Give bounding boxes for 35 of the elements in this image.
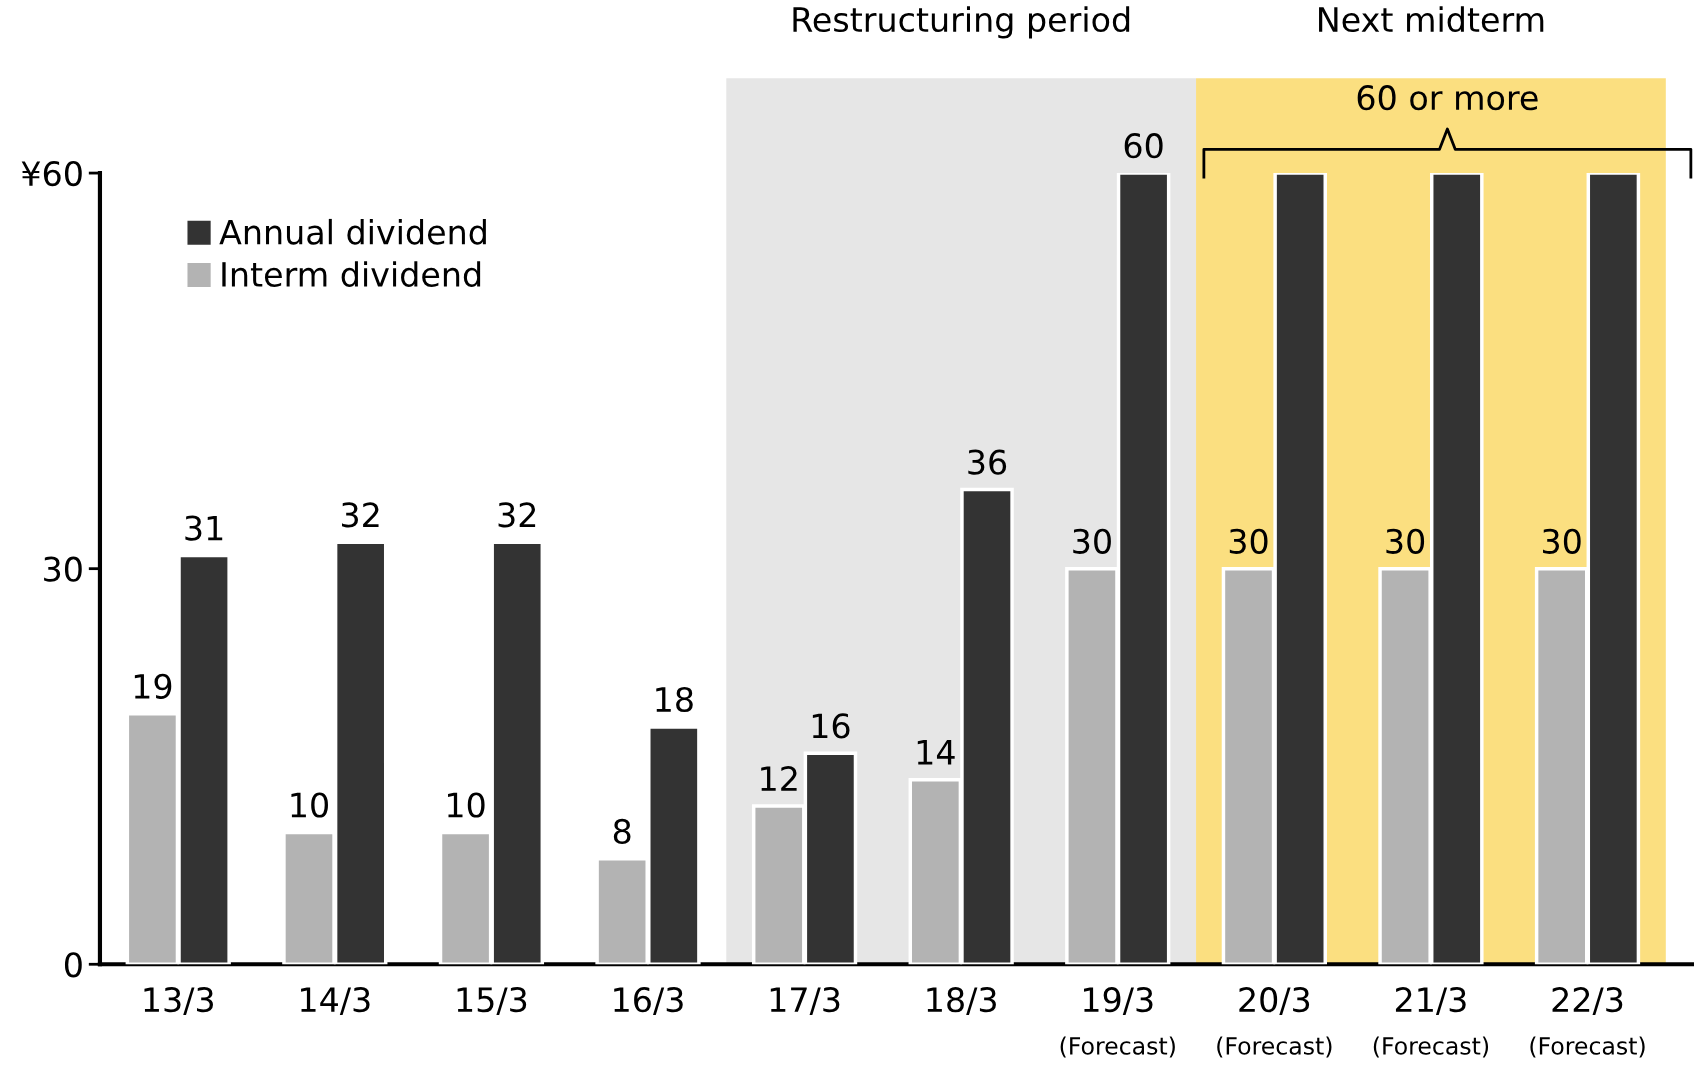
data-label: 36 [968, 449, 1007, 475]
y-tick-label: 30 [44, 556, 82, 582]
data-label: 30 [1229, 528, 1268, 554]
x-tick-label: 17/3 [770, 987, 840, 1015]
x-tick-label: 14/3 [301, 987, 370, 1015]
data-label: 12 [761, 766, 797, 791]
band-label: Next midterm [1319, 6, 1544, 33]
data-label: 18 [656, 686, 693, 713]
y-tick-label: 0 [64, 952, 82, 978]
data-label: 30 [1543, 528, 1581, 554]
data-label: 32 [498, 502, 536, 528]
x-tick-label: 19/3 (Forecast) [1060, 987, 1175, 1058]
data-label: 16 [812, 713, 850, 739]
x-tick-label: 18/3 [927, 987, 996, 1015]
data-label: 30 [1073, 528, 1111, 554]
data-label: 19 [134, 673, 172, 699]
data-label: 10 [291, 792, 328, 818]
data-label: 14 [917, 740, 955, 765]
x-tick-label: 21/3 (Forecast) [1373, 987, 1489, 1058]
x-tick-label: 22/3 (Forecast) [1530, 987, 1645, 1058]
data-label: 8 [613, 818, 631, 844]
data-label: 60 [1124, 133, 1163, 159]
data-label: 32 [342, 502, 379, 528]
x-tick-label: 16/3 [614, 987, 683, 1015]
legend-label: Interm dividend [222, 261, 481, 287]
text: 60 or more [1357, 85, 1538, 111]
legend-label: Annual dividend [219, 218, 486, 245]
x-tick-label: 20/3 (Forecast) [1217, 987, 1332, 1058]
band-label: Restructuring period [793, 6, 1130, 39]
x-tick-label: 15/3 [457, 987, 527, 1015]
x-tick-label: 13/3 [144, 987, 213, 1015]
data-label: 30 [1386, 528, 1425, 554]
data-label: 10 [448, 792, 485, 818]
data-label: 31 [185, 515, 223, 541]
y-tick-label: ¥60 [21, 161, 82, 187]
